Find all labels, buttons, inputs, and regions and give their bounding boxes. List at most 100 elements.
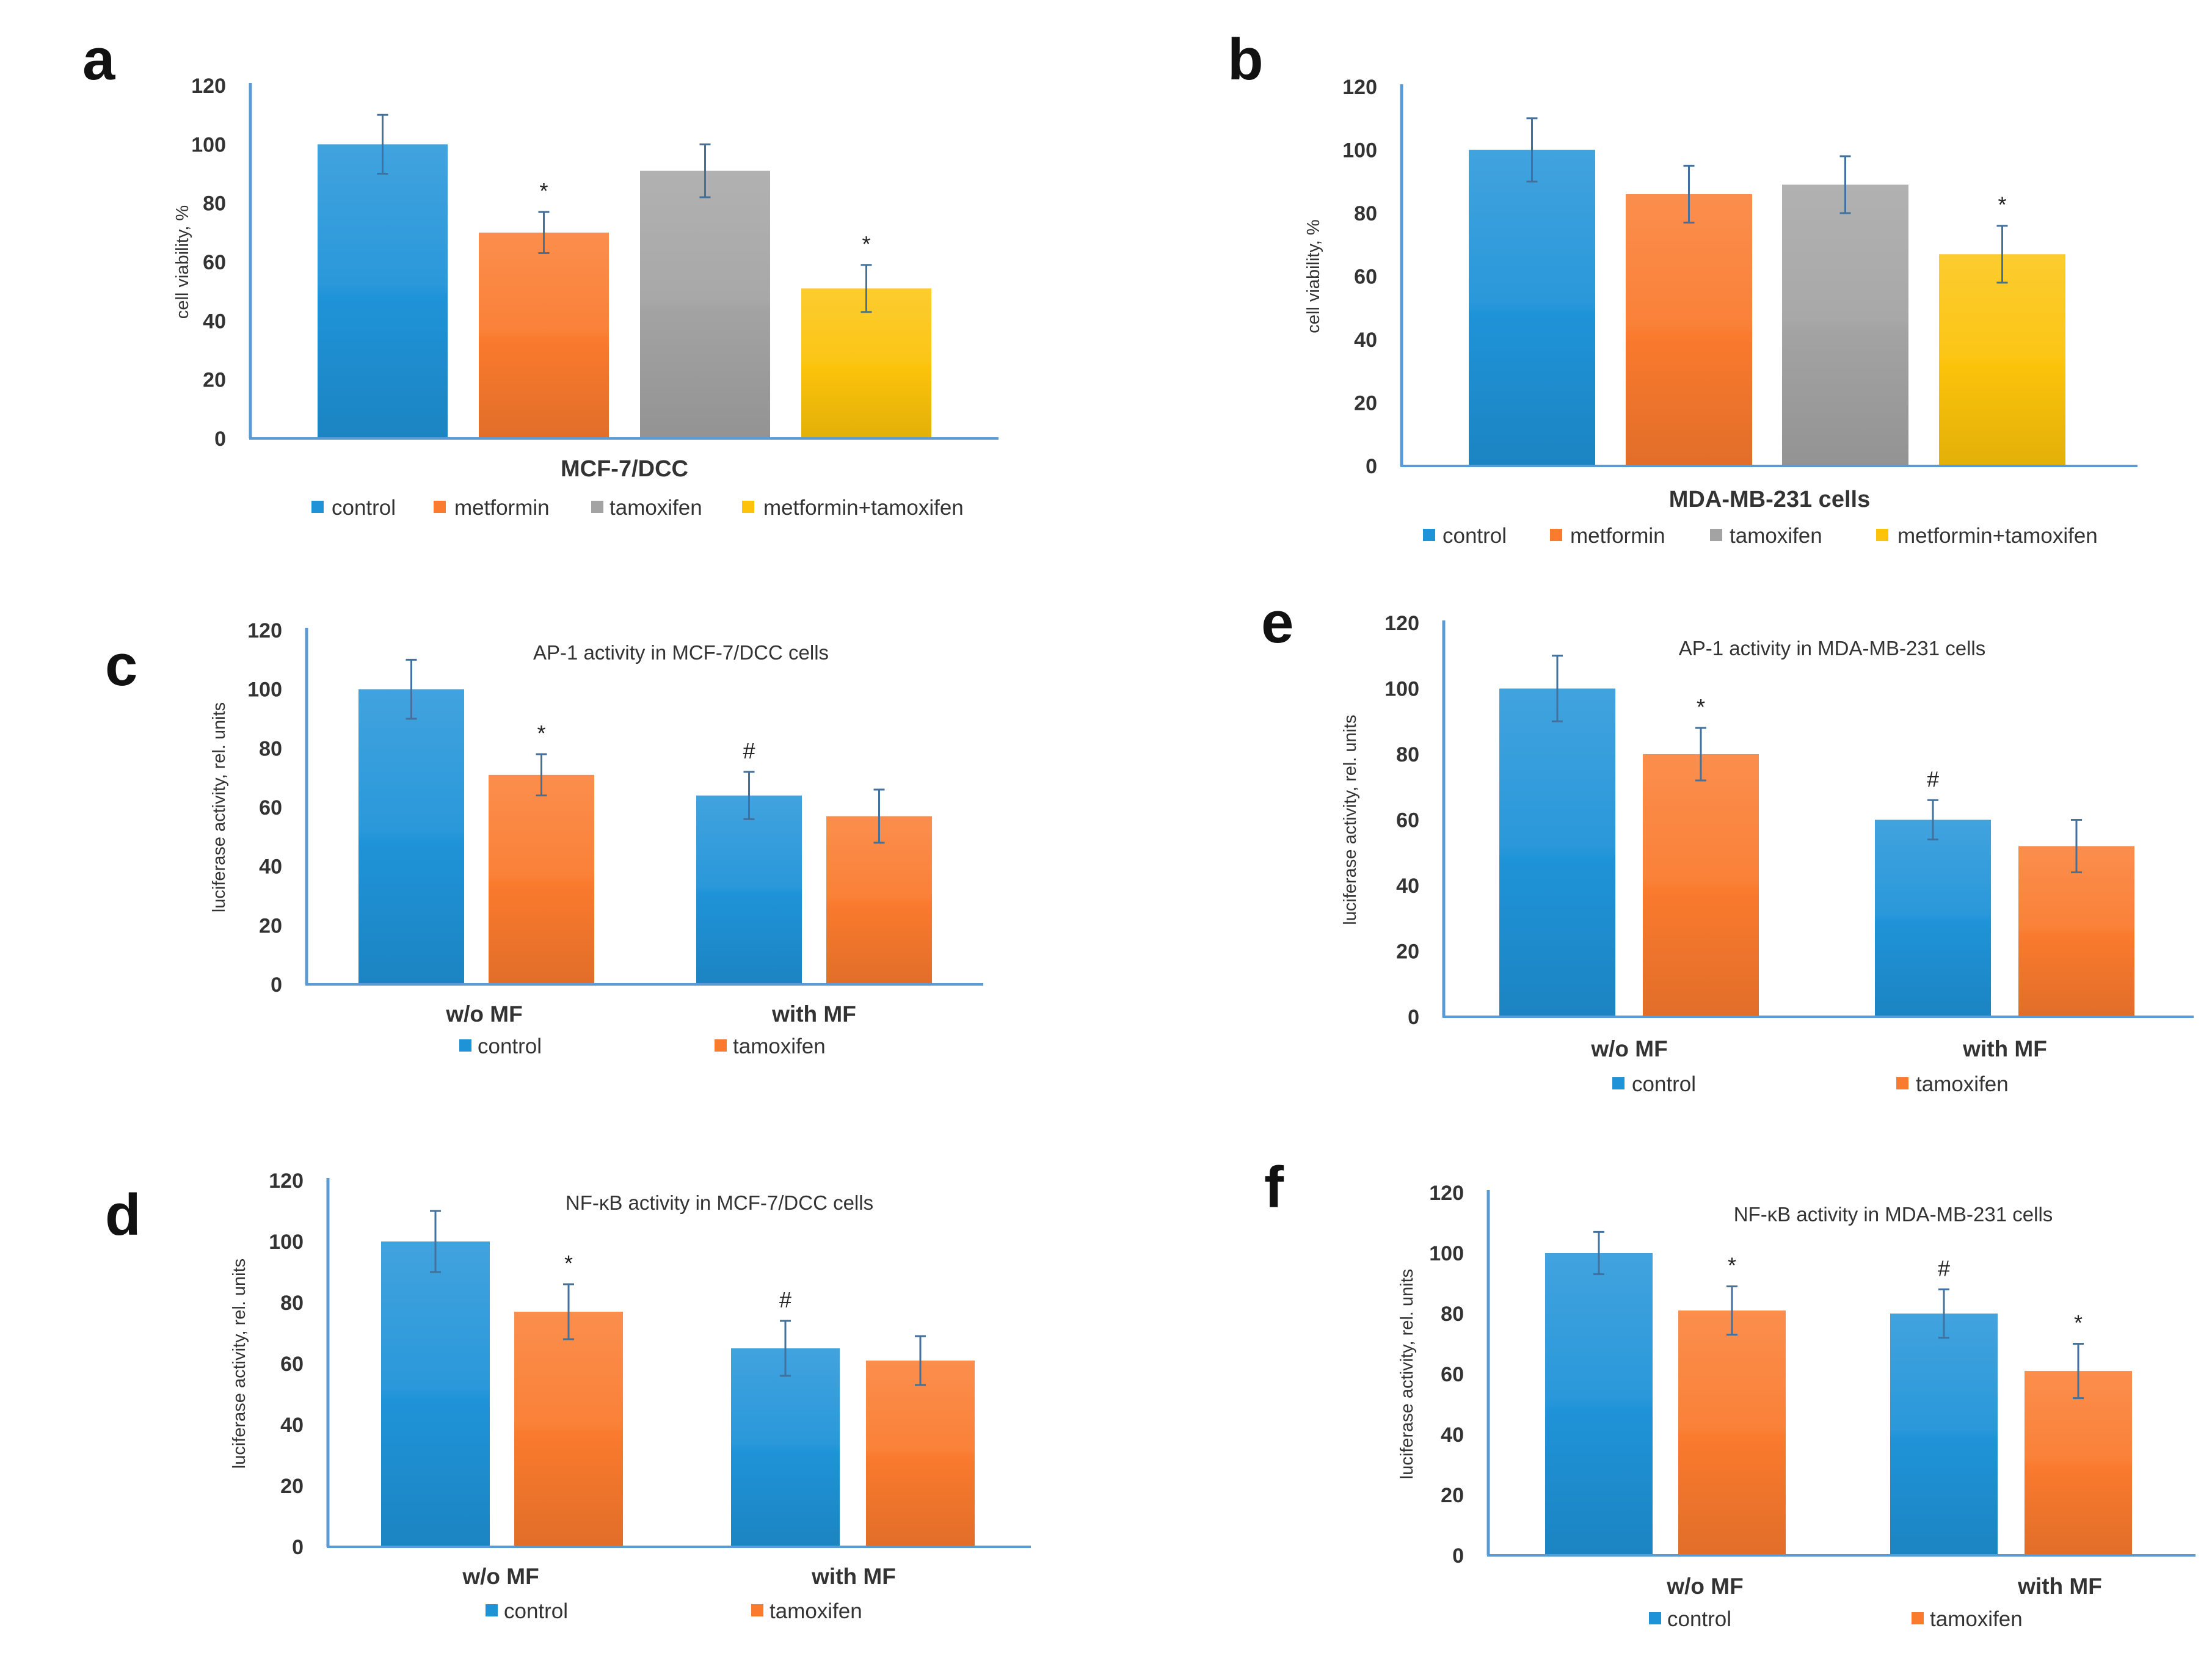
- y-tick-label: 100: [1384, 678, 1419, 701]
- panel-label: e: [1261, 590, 1293, 655]
- legend-label: tamoxifen: [1730, 524, 1822, 548]
- y-axis-label: luciferase activity, rel. units: [1397, 1269, 1417, 1479]
- significance-marker: *: [564, 1251, 573, 1276]
- bar-tamoxifen: [640, 170, 770, 438]
- y-tick-label: 40: [1441, 1423, 1464, 1447]
- bar-tamoxifen: [1643, 754, 1759, 1017]
- legend-label: control: [1443, 524, 1507, 548]
- category-label: w/o MF: [445, 1001, 522, 1027]
- bar-metformin-tamoxifen: [1939, 254, 2065, 466]
- y-tick-label: 80: [259, 737, 282, 760]
- bar-control: [381, 1241, 490, 1547]
- bar-metformin: [1626, 194, 1752, 466]
- bar-tamoxifen: [1782, 184, 1908, 466]
- legend-label: control: [332, 496, 396, 520]
- y-tick-label: 60: [280, 1353, 304, 1376]
- panel-label: b: [1228, 27, 1264, 92]
- y-tick-label: 80: [1396, 743, 1419, 766]
- bar-control: [358, 689, 464, 984]
- category-label: with MF: [2017, 1574, 2102, 1599]
- legend-label: control: [504, 1599, 568, 1623]
- legend-label: tamoxifen: [609, 496, 702, 520]
- legend-swatch: [715, 1039, 727, 1052]
- y-tick-label: 120: [1384, 612, 1419, 635]
- chart-panel-c: c AP-1 activity in MCF-7/DCC cells 0 20 40 60…: [105, 619, 983, 1058]
- y-tick-label: 80: [1354, 202, 1377, 225]
- y-tick-label: 0: [1366, 455, 1377, 478]
- panel-label: d: [105, 1182, 141, 1248]
- significance-marker: #: [1927, 766, 1939, 791]
- significance-marker: *: [1998, 192, 2006, 217]
- bar-control: [318, 144, 448, 439]
- y-tick-label: 20: [203, 369, 226, 392]
- chart-panel-f: f NF-κB activity in MDA-MB-231 cells 0 20 40…: [1264, 1155, 2196, 1631]
- legend-swatch: [1896, 1077, 1908, 1089]
- y-tick-label: 120: [1342, 76, 1377, 99]
- y-tick-label: 80: [203, 192, 226, 216]
- y-tick-label: 100: [1342, 139, 1377, 162]
- y-tick-label: 0: [292, 1536, 304, 1559]
- legend-label: metformin+tamoxifen: [763, 496, 964, 520]
- significance-marker: #: [743, 738, 755, 763]
- legend-label: tamoxifen: [1930, 1607, 2023, 1631]
- legend-swatch: [742, 501, 754, 513]
- y-tick-label: 120: [191, 75, 226, 98]
- y-axis-label: luciferase activity, rel. units: [230, 1259, 249, 1469]
- x-axis-label: MDA-MB-231 cells: [1669, 487, 1870, 512]
- significance-marker: *: [537, 721, 545, 746]
- legend-label: metformin: [454, 496, 550, 520]
- y-tick-label: 20: [1396, 940, 1419, 964]
- bar-control: [1545, 1253, 1653, 1555]
- legend-label: control: [478, 1034, 542, 1058]
- category-label: w/o MF: [1590, 1036, 1667, 1061]
- significance-marker: #: [779, 1287, 791, 1312]
- category-label: with MF: [811, 1564, 896, 1589]
- bar-control: [696, 795, 802, 984]
- legend-label: metformin+tamoxifen: [1897, 524, 2098, 548]
- significance-marker: *: [1697, 694, 1705, 719]
- bar-control: [1875, 820, 1991, 1017]
- chart-title: AP-1 activity in MDA-MB-231 cells: [1679, 637, 1985, 660]
- y-tick-label: 60: [1354, 266, 1377, 289]
- chart-panel-d: d NF-κB activity in MCF-7/DCC cells 0 20 40 6…: [105, 1169, 1031, 1623]
- bar-control: [1499, 688, 1615, 1017]
- y-axis-label: luciferase activity, rel. units: [1341, 714, 1360, 925]
- y-tick-label: 100: [247, 678, 282, 702]
- y-tick-label: 100: [1429, 1242, 1464, 1265]
- y-tick-label: 60: [1441, 1363, 1464, 1386]
- bar-control: [1890, 1314, 1998, 1555]
- bar-tamoxifen: [866, 1361, 975, 1547]
- category-label: with MF: [771, 1001, 856, 1027]
- legend-label: tamoxifen: [1916, 1072, 2009, 1096]
- chart-panel-e: e AP-1 activity in MDA-MB-231 cells 0 20 40 6…: [1261, 590, 2194, 1096]
- panel-label: f: [1264, 1155, 1284, 1220]
- y-tick-label: 0: [214, 427, 226, 451]
- y-tick-label: 120: [269, 1169, 304, 1193]
- y-tick-label: 120: [1429, 1182, 1464, 1205]
- legend-swatch: [1710, 529, 1722, 541]
- legend-label: control: [1667, 1607, 1731, 1631]
- y-tick-label: 20: [1354, 392, 1377, 415]
- category-label: w/o MF: [462, 1564, 539, 1589]
- y-tick-label: 40: [259, 856, 282, 879]
- panel-label: a: [82, 27, 115, 92]
- y-tick-label: 40: [203, 310, 226, 333]
- legend-swatch: [311, 501, 324, 513]
- significance-marker: *: [862, 231, 870, 256]
- bar-metformin: [479, 232, 609, 438]
- legend-swatch: [1550, 529, 1562, 541]
- y-tick-label: 60: [1396, 809, 1419, 832]
- significance-marker: *: [539, 178, 548, 203]
- y-tick-label: 120: [247, 619, 282, 642]
- legend-swatch: [1649, 1612, 1661, 1624]
- legend-label: tamoxifen: [769, 1599, 862, 1623]
- legend-swatch: [434, 501, 446, 513]
- category-label: with MF: [1962, 1036, 2047, 1061]
- legend-label: metformin: [1570, 524, 1665, 548]
- bar-metformin-tamoxifen: [801, 288, 931, 438]
- category-label: w/o MF: [1666, 1574, 1743, 1599]
- y-axis-label: cell viability, %: [1304, 219, 1323, 333]
- y-tick-label: 80: [1441, 1303, 1464, 1326]
- chart-title: AP-1 activity in MCF-7/DCC cells: [533, 641, 829, 664]
- y-axis-label: cell viability, %: [173, 205, 192, 319]
